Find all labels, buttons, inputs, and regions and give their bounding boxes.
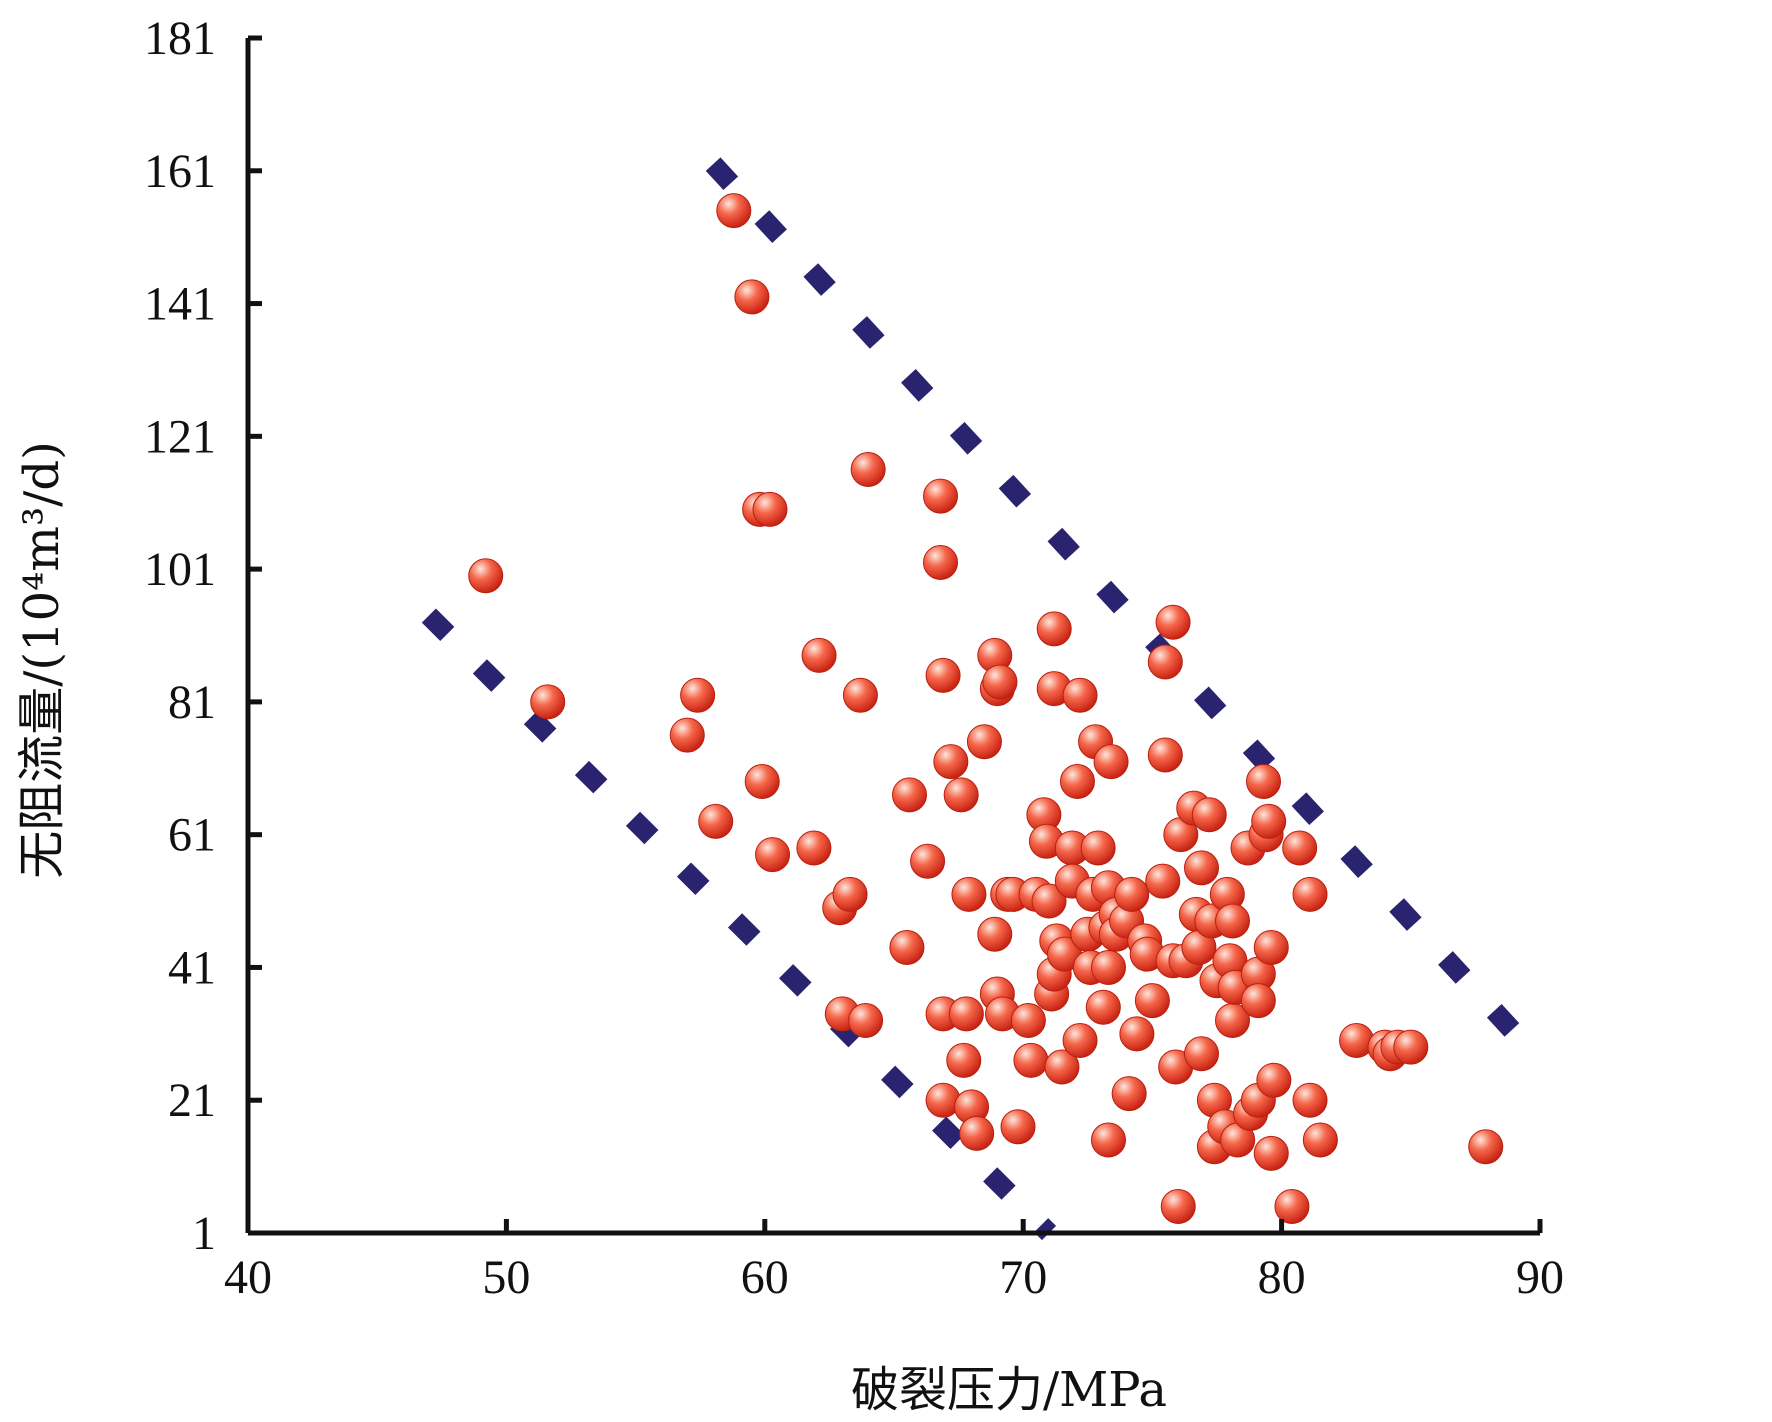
data-point <box>925 657 961 693</box>
data-point <box>1256 1062 1292 1098</box>
data-point <box>977 916 1013 952</box>
data-point <box>1000 1109 1036 1145</box>
data-point <box>1160 1188 1196 1224</box>
data-point <box>959 1115 995 1151</box>
data-point <box>1031 883 1067 919</box>
y-tick-label: 101 <box>144 543 216 596</box>
data-point <box>669 717 705 753</box>
data-point <box>1292 876 1328 912</box>
data-point <box>801 637 837 673</box>
data-point <box>1114 876 1150 912</box>
data-point <box>734 279 770 315</box>
data-point <box>1191 797 1227 833</box>
data-point <box>943 777 979 813</box>
data-point <box>680 677 716 713</box>
data-point <box>1155 604 1191 640</box>
y-tick-label: 61 <box>168 809 216 862</box>
data-point <box>951 876 987 912</box>
data-point <box>1215 903 1251 939</box>
data-point <box>1119 1016 1155 1052</box>
y-tick-label: 21 <box>168 1074 216 1127</box>
data-point <box>1080 830 1116 866</box>
envelope-line-1 <box>705 157 1548 1068</box>
data-point <box>1090 1122 1126 1158</box>
data-point <box>1292 1082 1328 1118</box>
y-tick-label: 141 <box>144 278 216 331</box>
data-point <box>889 930 925 966</box>
data-point <box>1302 1122 1338 1158</box>
envelope-line-2 <box>421 608 1057 1241</box>
x-tick-label: 70 <box>999 1251 1047 1304</box>
data-point <box>982 664 1018 700</box>
data-point <box>1059 764 1095 800</box>
data-point <box>910 843 946 879</box>
data-point <box>1251 803 1287 839</box>
data-point <box>1393 1029 1429 1065</box>
data-point <box>948 996 984 1032</box>
data-point <box>1282 830 1318 866</box>
y-tick-label: 161 <box>144 145 216 198</box>
data-point <box>1253 1135 1289 1171</box>
data-point <box>1093 744 1129 780</box>
data-point <box>923 478 959 514</box>
data-point <box>468 558 504 594</box>
data-point <box>1147 737 1183 773</box>
data-point <box>1246 764 1282 800</box>
data-point <box>832 876 868 912</box>
data-point <box>1090 949 1126 985</box>
data-point <box>1111 1076 1147 1112</box>
data-point <box>892 777 928 813</box>
x-tick-label: 90 <box>1516 1251 1564 1304</box>
data-point <box>1044 1049 1080 1085</box>
data-point <box>1010 1003 1046 1039</box>
x-axis-title: 破裂压力/MPa <box>851 1362 1167 1418</box>
data-point <box>755 837 791 873</box>
data-point <box>1134 983 1170 1019</box>
data-point <box>752 491 788 527</box>
data-point <box>1145 863 1181 899</box>
data-point <box>1085 989 1121 1025</box>
y-tick-label: 41 <box>168 941 216 994</box>
data-point <box>923 544 959 580</box>
data-point <box>530 684 566 720</box>
data-point <box>933 744 969 780</box>
data-point <box>1036 611 1072 647</box>
data-point <box>1240 983 1276 1019</box>
data-point <box>1062 677 1098 713</box>
y-tick-label: 181 <box>144 12 216 65</box>
y-axis-title: 无阻流量/(10⁴m³/d) <box>14 441 70 879</box>
data-point <box>1183 850 1219 886</box>
data-point <box>1062 1022 1098 1058</box>
data-point <box>848 1003 884 1039</box>
data-point <box>698 803 734 839</box>
data-point <box>1013 1042 1049 1078</box>
y-tick-label: 81 <box>168 676 216 729</box>
x-tick-label: 40 <box>224 1251 272 1304</box>
x-tick-label: 80 <box>1258 1251 1306 1304</box>
data-point <box>1274 1188 1310 1224</box>
data-point <box>744 764 780 800</box>
y-tick-label: 1 <box>192 1207 216 1260</box>
y-tick-label: 121 <box>144 410 216 463</box>
data-point <box>842 677 878 713</box>
data-point <box>1147 644 1183 680</box>
x-tick-label: 50 <box>482 1251 530 1304</box>
data-point <box>946 1042 982 1078</box>
x-tick-label: 60 <box>741 1251 789 1304</box>
data-point <box>1183 1036 1219 1072</box>
data-point <box>1468 1129 1504 1165</box>
data-point <box>796 830 832 866</box>
data-point <box>850 452 886 488</box>
data-point <box>966 724 1002 760</box>
data-point <box>1253 930 1289 966</box>
data-point <box>716 193 752 229</box>
